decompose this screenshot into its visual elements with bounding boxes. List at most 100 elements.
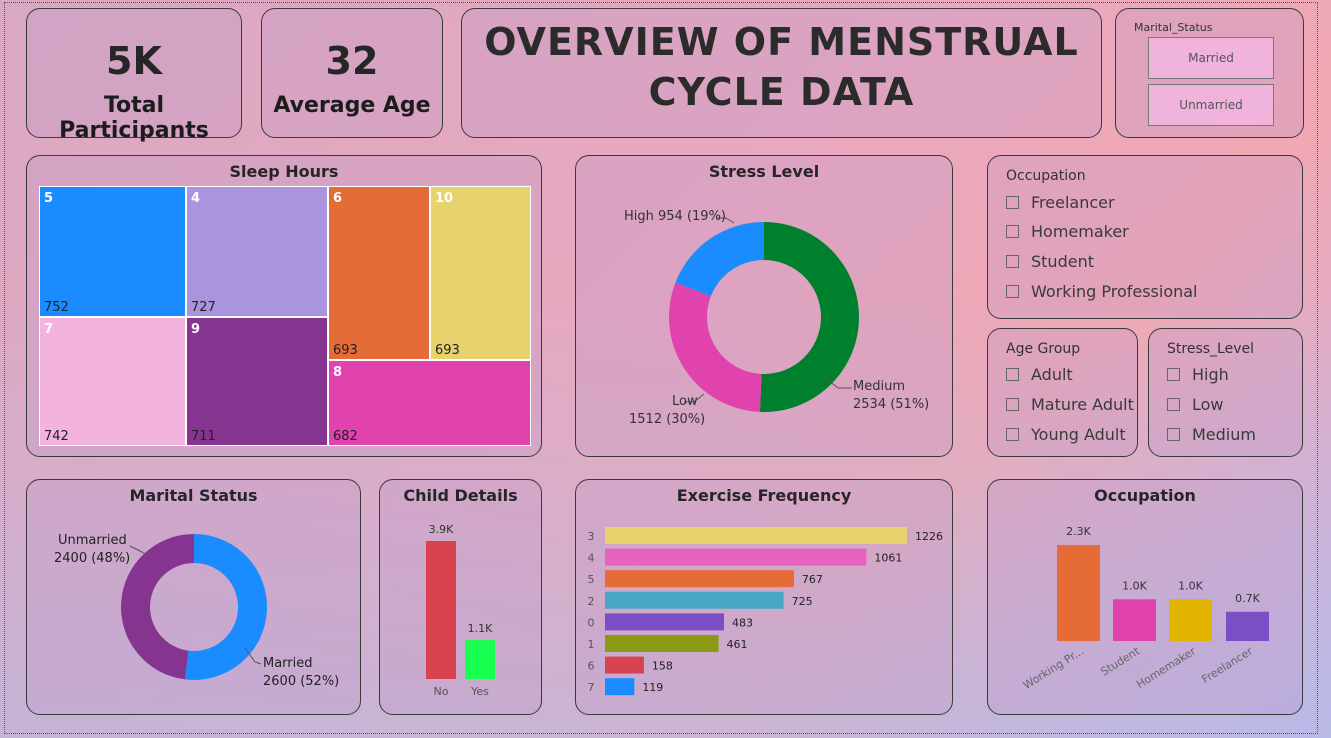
bar-value-label: 1.1K xyxy=(468,622,493,635)
checkbox-icon[interactable] xyxy=(1006,196,1019,209)
sleep-hours-title: Sleep Hours xyxy=(229,162,339,181)
category-label: 7 xyxy=(588,681,595,694)
bar-occupation-1[interactable] xyxy=(1113,599,1156,641)
tile-label: 7 xyxy=(44,322,54,337)
stress-option-low[interactable]: Low xyxy=(1167,395,1224,414)
bar-frequency-1[interactable] xyxy=(605,635,719,652)
stress-label-medium: Medium xyxy=(853,379,905,394)
option-label: Homemaker xyxy=(1031,222,1129,241)
donut-slice-medium[interactable] xyxy=(759,222,860,412)
tile-value: 693 xyxy=(333,343,358,358)
stress-leader-medium xyxy=(822,375,852,389)
checkbox-icon[interactable] xyxy=(1006,255,1019,268)
option-label: Medium xyxy=(1192,425,1256,444)
bar-value-label: 1.0K xyxy=(1122,579,1147,592)
occupation-option-homemaker[interactable]: Homemaker xyxy=(1006,222,1129,241)
stress-option-high[interactable]: High xyxy=(1167,365,1229,384)
donut-slice-high[interactable] xyxy=(675,222,764,297)
category-label: Homemaker xyxy=(1134,644,1198,691)
bar-value-label: 158 xyxy=(652,660,673,673)
dashboard-title: OVERVIEW OF MENSTRUAL CYCLE DATA xyxy=(462,17,1101,117)
bar-value-label: 119 xyxy=(642,681,663,694)
category-label: Yes xyxy=(470,685,489,698)
stress-label-high: High 954 (19%) xyxy=(624,209,726,224)
stress-level-card: Stress Level High 954 (19%) Medium 2534 … xyxy=(575,155,953,457)
occupation-chart-card: Occupation 2.3K Working Pr... 1.0K Student 1… xyxy=(987,479,1303,715)
donut-slice-low[interactable] xyxy=(669,282,762,412)
bar-frequency-2[interactable] xyxy=(605,591,784,609)
checkbox-icon[interactable] xyxy=(1006,428,1019,441)
option-label: Low xyxy=(1192,395,1224,414)
tile-label: 9 xyxy=(191,322,201,337)
checkbox-icon[interactable] xyxy=(1006,225,1019,238)
donut-slice-married[interactable] xyxy=(184,534,267,680)
child-details-chart: 3.9K No 1.1K Yes xyxy=(426,523,495,698)
treemap-tile-4[interactable]: 4 727 xyxy=(186,186,328,317)
child-details-card: Child Details 3.9K No 1.1K Yes xyxy=(379,479,542,715)
exercise-frequency-card: Exercise Frequency 3 1226 4 1061 5 767 2 725 0 48… xyxy=(575,479,953,715)
stress-label-medium-value: 2534 (51%) xyxy=(853,397,929,412)
bar-value-label: 725 xyxy=(792,595,813,608)
bar-occupation-3[interactable] xyxy=(1226,611,1269,641)
checkbox-icon[interactable] xyxy=(1006,398,1019,411)
occupation-option-working-professional[interactable]: Working Professional xyxy=(1006,282,1198,301)
tile-value: 711 xyxy=(191,429,216,444)
checkbox-icon[interactable] xyxy=(1006,285,1019,298)
bar-no[interactable] xyxy=(426,541,456,679)
title-line-2: CYCLE DATA xyxy=(648,70,915,114)
tile-value: 693 xyxy=(435,343,460,358)
tile-label: 4 xyxy=(191,191,201,206)
marital-slicer-title: Marital_Status xyxy=(1134,21,1213,34)
bar-occupation-2[interactable] xyxy=(1169,599,1212,641)
occupation-slicer: Occupation Freelancer Homemaker Student … xyxy=(987,155,1303,319)
checkbox-icon[interactable] xyxy=(1006,368,1019,381)
bar-frequency-4[interactable] xyxy=(605,548,867,566)
kpi-participants-value: 5K xyxy=(106,39,162,83)
bar-frequency-6[interactable] xyxy=(605,656,644,674)
age-option-young-adult[interactable]: Young Adult xyxy=(1006,425,1126,444)
age-option-mature-adult[interactable]: Mature Adult xyxy=(1006,395,1134,414)
occupation-chart: 2.3K Working Pr... 1.0K Student 1.0K Homemake… xyxy=(1021,525,1269,692)
marital-label-unmarried-value: 2400 (48%) xyxy=(54,551,130,566)
bar-frequency-5[interactable] xyxy=(605,570,794,588)
marital-label-married: Married xyxy=(263,656,313,671)
stress-label-low-value: 1512 (30%) xyxy=(629,412,705,427)
treemap-tile-9[interactable]: 9 711 xyxy=(186,317,328,446)
bar-value-label: 461 xyxy=(727,638,748,651)
occupation-option-student[interactable]: Student xyxy=(1006,252,1094,271)
marital-label-married-value: 2600 (52%) xyxy=(263,674,339,689)
slicer-option-unmarried[interactable]: Unmarried xyxy=(1148,84,1274,126)
treemap-tile-7[interactable]: 7 742 xyxy=(39,317,186,446)
age-group-slicer: Age Group Adult Mature Adult Young Adult xyxy=(987,328,1138,457)
treemap-tile-6[interactable]: 6 693 xyxy=(328,186,430,360)
checkbox-icon[interactable] xyxy=(1167,428,1180,441)
slicer-option-married[interactable]: Married xyxy=(1148,37,1274,79)
bar-frequency-7[interactable] xyxy=(605,678,635,696)
checkbox-icon[interactable] xyxy=(1167,398,1180,411)
bar-frequency-0[interactable] xyxy=(605,613,724,631)
checkbox-icon[interactable] xyxy=(1167,368,1180,381)
category-label: 5 xyxy=(588,573,595,586)
bar-yes[interactable] xyxy=(465,640,495,679)
bar-occupation-0[interactable] xyxy=(1057,545,1100,641)
occupation-option-freelancer[interactable]: Freelancer xyxy=(1006,193,1115,212)
treemap-tile-5[interactable]: 5 752 xyxy=(39,186,186,317)
marital-leader-married xyxy=(244,647,262,665)
option-label: High xyxy=(1192,365,1229,384)
bar-frequency-3[interactable] xyxy=(605,527,907,544)
sleep-hours-card: Sleep Hours 5 752 4 727 6 693 10 693 7 742 9 7… xyxy=(26,155,542,457)
marital-status-card: Marital Status Unmarried 2400 (48%) Marr… xyxy=(26,479,361,715)
occupation-slicer-title: Occupation xyxy=(1006,168,1086,184)
donut-slice-unmarried[interactable] xyxy=(120,534,194,680)
treemap-tile-8[interactable]: 8 682 xyxy=(328,360,531,446)
category-label: Working Pr... xyxy=(1021,645,1086,692)
marital-status-title: Marital Status xyxy=(129,486,258,505)
stress-option-medium[interactable]: Medium xyxy=(1167,425,1256,444)
treemap-tile-10[interactable]: 10 693 xyxy=(430,186,531,360)
age-option-adult[interactable]: Adult xyxy=(1006,365,1073,384)
kpi-average-age: 32 Average Age xyxy=(261,8,443,138)
bar-value-label: 767 xyxy=(802,573,823,586)
stress-label-low: Low xyxy=(672,394,698,409)
child-details-title: Child Details xyxy=(403,486,518,505)
kpi-age-label: Average Age xyxy=(273,93,431,118)
